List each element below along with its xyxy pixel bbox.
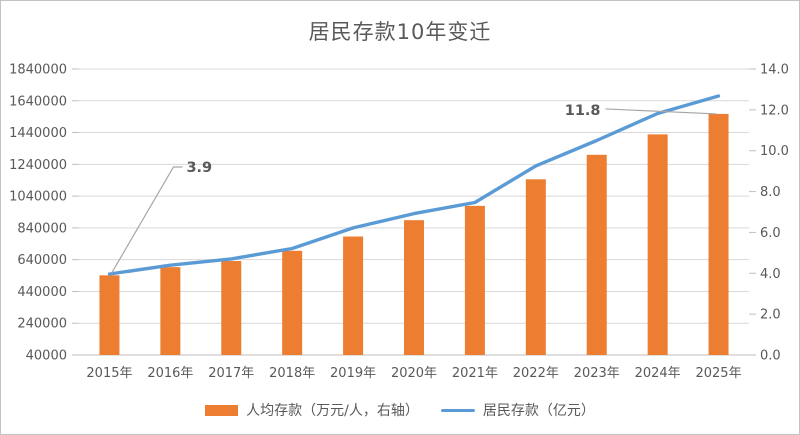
legend-line-series-label: 居民存款（亿元） [482, 403, 595, 419]
bar-2018年 [282, 250, 303, 355]
bar-2017年 [221, 261, 242, 355]
left-axis-tick-label: 40000 [26, 349, 67, 364]
right-axis-tick-label: 6.0 [760, 226, 781, 241]
right-axis-tick-label: 10.0 [760, 144, 789, 159]
x-axis-category-label: 2024年 [635, 366, 681, 381]
bar-2020年 [404, 220, 424, 355]
right-axis-tick-label: 0.0 [760, 349, 781, 364]
x-axis-category-label: 2022年 [513, 366, 559, 381]
bar-2019年 [343, 236, 364, 355]
deposit-line [107, 94, 721, 276]
x-axis-category-label: 2025年 [695, 366, 741, 381]
left-axis-tick-label: 1040000 [9, 190, 67, 205]
bar-series-swatch-icon [205, 404, 239, 416]
left-axis-tick-label: 840000 [17, 221, 67, 236]
legend-bar-series-label: 人均存款（万元/人，右轴） [246, 403, 419, 419]
right-axis-tick-label: 4.0 [760, 267, 781, 282]
bar-2024年 [647, 134, 668, 355]
bar-2022年 [525, 179, 546, 355]
chart-title: 居民存款10年变迁 [308, 20, 492, 44]
right-axis-tick-label: 14.0 [760, 63, 789, 78]
x-axis-category-label: 2020年 [391, 366, 437, 381]
legend-item-line-series: 居民存款（亿元） [440, 400, 595, 420]
x-axis-category-label: 2023年 [574, 366, 620, 381]
left-axis-tick-label: 240000 [17, 317, 67, 332]
left-axis-tick-label: 640000 [17, 253, 67, 268]
bar-2025年 [708, 113, 729, 355]
x-axis-category-label: 2018年 [269, 366, 315, 381]
bar-2023年 [586, 154, 607, 355]
annotation-label: 3.9 [186, 160, 212, 176]
chart-legend: 人均存款（万元/人，右轴） 居民存款（亿元） [1, 400, 799, 420]
x-axis-category-label: 2016年 [147, 366, 193, 381]
x-axis-category-label: 2015年 [86, 366, 132, 381]
legend-item-bar-series: 人均存款（万元/人，右轴） [205, 400, 419, 420]
x-axis-category-label: 2017年 [208, 366, 254, 381]
right-axis-tick-label: 12.0 [760, 103, 789, 118]
bar-2015年 [99, 275, 120, 355]
right-axis-tick-label: 2.0 [760, 308, 781, 323]
right-axis-tick-label: 8.0 [760, 185, 781, 200]
left-axis-tick-label: 1440000 [9, 126, 67, 141]
left-axis-tick-label: 1840000 [9, 63, 67, 78]
left-axis-tick-label: 440000 [17, 285, 67, 300]
left-axis-tick-label: 1640000 [9, 94, 67, 109]
annotation-leader-line [605, 108, 717, 115]
x-axis-category-label: 2021年 [452, 366, 498, 381]
annotation-leader-line [110, 166, 183, 274]
bar-2016年 [160, 267, 181, 355]
x-axis-category-label: 2019年 [330, 366, 376, 381]
bar-2021年 [464, 205, 485, 355]
annotation-label: 11.8 [565, 103, 601, 119]
line-series-swatch-icon [440, 408, 475, 412]
left-axis-tick-label: 1240000 [9, 158, 67, 173]
